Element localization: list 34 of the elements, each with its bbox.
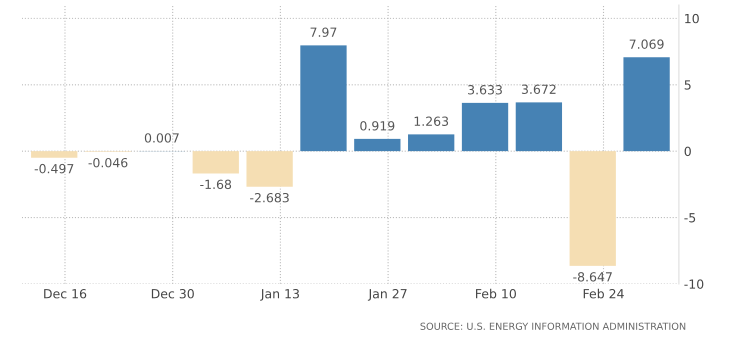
x-tick-label: Dec 30 <box>152 288 194 298</box>
data-label: 3.672 <box>522 84 556 94</box>
bar <box>31 151 78 158</box>
data-label: 1.263 <box>414 116 448 126</box>
data-label: -1.68 <box>200 180 232 190</box>
y-tick-label: -10 <box>684 279 704 289</box>
data-label: -0.497 <box>34 164 74 174</box>
y-tick-label: -5 <box>684 213 696 222</box>
data-label: 0.007 <box>144 133 179 143</box>
y-tick-label: 5 <box>684 80 691 90</box>
bar <box>192 151 239 174</box>
x-tick-label: Jan 13 <box>260 288 299 301</box>
bar <box>462 102 508 152</box>
bar <box>408 134 454 152</box>
bar <box>300 45 347 152</box>
source-note: SOURCE: U.S. ENERGY INFORMATION ADMINISTRATION <box>420 322 686 330</box>
x-tick-label: Dec 16 <box>44 288 86 298</box>
data-label: -2.683 <box>250 192 289 202</box>
data-label: 0.919 <box>360 121 394 131</box>
bar <box>246 151 293 187</box>
y-tick-label: 0 <box>684 146 691 156</box>
data-label: 7.97 <box>310 27 336 37</box>
data-label: -8.647 <box>573 272 612 282</box>
bar <box>354 138 400 152</box>
data-label: 7.069 <box>630 39 664 49</box>
data-label: -0.046 <box>88 158 128 168</box>
bar <box>516 102 562 152</box>
y-tick-label: 10 <box>685 14 699 24</box>
data-label: 3.633 <box>468 85 502 95</box>
bar <box>570 151 616 266</box>
x-tick-label: Jan 27 <box>368 288 407 301</box>
x-tick-label: Feb 10 <box>476 288 516 298</box>
x-tick-label: Feb 24 <box>584 288 624 298</box>
bar <box>623 57 670 152</box>
